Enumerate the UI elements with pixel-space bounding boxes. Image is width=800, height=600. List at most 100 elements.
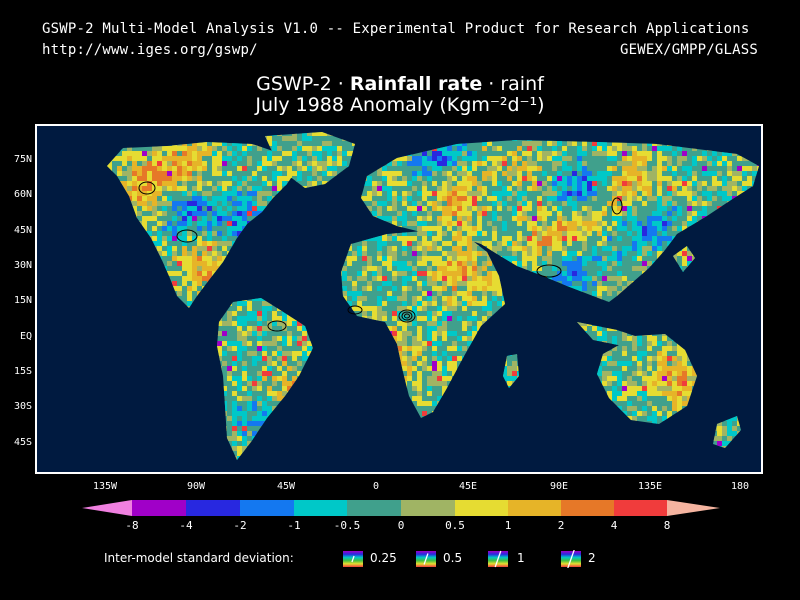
anomaly-cell (622, 141, 627, 146)
anomaly-cell (257, 326, 262, 331)
anomaly-cell (582, 191, 587, 196)
anomaly-cell (412, 276, 417, 281)
anomaly-cell (227, 216, 232, 221)
anomaly-cell (422, 191, 427, 196)
anomaly-cell (647, 221, 652, 226)
anomaly-cell (652, 221, 657, 226)
anomaly-cell (712, 176, 717, 181)
anomaly-cell (292, 161, 297, 166)
anomaly-cell (537, 241, 542, 246)
anomaly-cell (227, 206, 232, 211)
anomaly-cell (367, 206, 372, 211)
anomaly-cell (427, 211, 432, 216)
anomaly-cell (452, 166, 457, 171)
anomaly-cell (442, 231, 447, 236)
anomaly-cell (592, 196, 597, 201)
anomaly-cell (317, 176, 322, 181)
anomaly-cell (172, 246, 177, 251)
anomaly-cell (602, 141, 607, 146)
anomaly-cell (272, 146, 277, 151)
anomaly-cell (412, 271, 417, 276)
anomaly-cell (607, 266, 612, 271)
anomaly-cell (372, 311, 377, 316)
anomaly-cell (242, 346, 247, 351)
anomaly-cell (437, 291, 442, 296)
anomaly-cell (137, 151, 142, 156)
anomaly-cell (687, 166, 692, 171)
anomaly-cell (687, 391, 692, 396)
anomaly-cell (642, 226, 647, 231)
anomaly-cell (502, 301, 507, 306)
anomaly-cell (677, 206, 682, 211)
anomaly-cell (742, 181, 747, 186)
anomaly-cell (517, 146, 522, 151)
anomaly-cell (522, 251, 527, 256)
anomaly-cell (437, 151, 442, 156)
anomaly-cell (362, 241, 367, 246)
anomaly-cell (257, 166, 262, 171)
anomaly-cell (127, 166, 132, 171)
anomaly-cell (342, 286, 347, 291)
anomaly-cell (452, 151, 457, 156)
anomaly-cell (412, 296, 417, 301)
anomaly-cell (632, 341, 637, 346)
anomaly-cell (427, 316, 432, 321)
anomaly-cell (452, 261, 457, 266)
anomaly-cell (507, 191, 512, 196)
anomaly-cell (517, 231, 522, 236)
anomaly-cell (442, 306, 447, 311)
anomaly-cell (402, 331, 407, 336)
anomaly-cell (262, 366, 267, 371)
anomaly-cell (547, 211, 552, 216)
anomaly-cell (462, 221, 467, 226)
anomaly-cell (517, 181, 522, 186)
anomaly-cell (367, 306, 372, 311)
anomaly-cell (167, 246, 172, 251)
anomaly-cell (147, 186, 152, 191)
anomaly-cell (197, 196, 202, 201)
anomaly-cell (662, 196, 667, 201)
anomaly-cell (192, 176, 197, 181)
anomaly-cell (207, 276, 212, 281)
anomaly-cell (252, 191, 257, 196)
anomaly-cell (562, 156, 567, 161)
anomaly-cell (527, 151, 532, 156)
anomaly-cell (617, 391, 622, 396)
anomaly-cell (247, 326, 252, 331)
anomaly-cell (467, 276, 472, 281)
anomaly-cell (617, 261, 622, 266)
anomaly-cell (402, 361, 407, 366)
anomaly-cell (502, 376, 507, 381)
anomaly-cell (212, 151, 217, 156)
anomaly-cell (347, 261, 352, 266)
anomaly-cell (617, 271, 622, 276)
anomaly-cell (402, 191, 407, 196)
anomaly-cell (442, 386, 447, 391)
anomaly-cell (197, 151, 202, 156)
anomaly-cell (252, 311, 257, 316)
anomaly-cell (497, 281, 502, 286)
anomaly-cell (137, 181, 142, 186)
anomaly-cell (487, 171, 492, 176)
anomaly-cell (572, 186, 577, 191)
anomaly-cell (267, 371, 272, 376)
anomaly-cell (217, 321, 222, 326)
anomaly-cell (627, 391, 632, 396)
anomaly-cell (402, 216, 407, 221)
anomaly-cell (222, 141, 227, 146)
anomaly-cell (422, 206, 427, 211)
anomaly-cell (657, 386, 662, 391)
anomaly-cell (402, 211, 407, 216)
anomaly-cell (597, 146, 602, 151)
anomaly-cell (407, 181, 412, 186)
anomaly-cell (457, 256, 462, 261)
anomaly-cell (622, 176, 627, 181)
anomaly-cell (467, 206, 472, 211)
anomaly-cell (477, 271, 482, 276)
anomaly-cell (472, 261, 477, 266)
anomaly-cell (202, 266, 207, 271)
anomaly-cell (287, 331, 292, 336)
anomaly-cell (422, 221, 427, 226)
anomaly-cell (477, 161, 482, 166)
anomaly-cell (447, 181, 452, 186)
